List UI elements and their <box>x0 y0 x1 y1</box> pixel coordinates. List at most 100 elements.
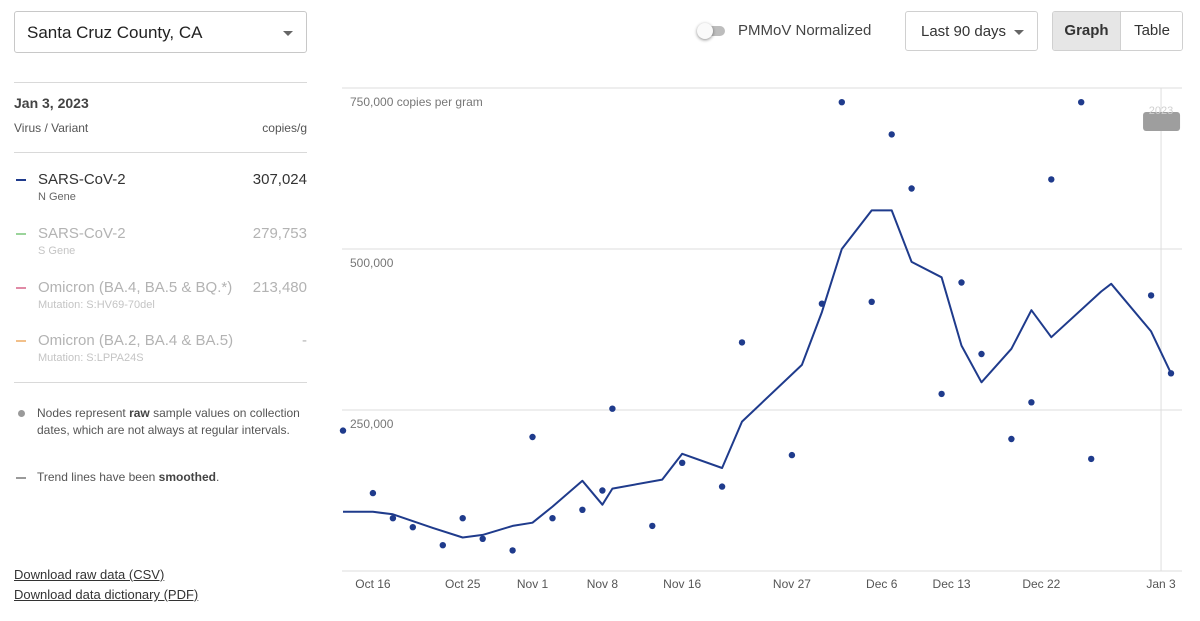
virus-name: SARS-CoV-2 <box>38 171 126 188</box>
data-point <box>409 524 416 531</box>
data-point <box>389 515 397 522</box>
data-point <box>509 547 516 554</box>
x-tick-label: Nov 27 <box>773 577 811 591</box>
location-select-value: Santa Cruz County, CA <box>27 23 203 42</box>
year-marker-badge <box>1143 112 1181 131</box>
x-tick-label: Jan 3 <box>1146 577 1176 591</box>
data-point <box>679 459 686 466</box>
data-point <box>439 542 446 549</box>
year-marker-label: 2023 <box>1149 105 1173 117</box>
left-panel: Santa Cruz County, CA Jan 3, 2023 Virus … <box>0 0 320 621</box>
data-point <box>888 131 895 138</box>
data-point <box>609 405 616 412</box>
trend-layer <box>343 209 1172 539</box>
data-point <box>868 298 875 305</box>
virus-value: 213,480 <box>252 279 307 296</box>
virus-mutation: Mutation: S:LPPA24S <box>38 352 144 364</box>
pmmov-label: PMMoV Normalized <box>738 22 872 39</box>
x-tick-label: Nov 8 <box>587 577 619 591</box>
view-toggle: Graph Table <box>1052 11 1183 51</box>
graph-view-button[interactable]: Graph <box>1053 12 1121 50</box>
pmmov-toggle[interactable] <box>697 23 727 39</box>
x-tick-label: Nov 16 <box>663 577 701 591</box>
data-point <box>459 515 466 522</box>
note-trend-text: Trend lines have been smoothed. <box>37 470 220 484</box>
virus-gene: N Gene <box>38 191 76 203</box>
year-marker: 2023 <box>1143 88 1181 571</box>
data-point <box>978 350 985 358</box>
data-point <box>1088 455 1095 463</box>
data-point <box>529 433 536 441</box>
location-select[interactable]: Santa Cruz County, CA <box>14 11 307 53</box>
data-point <box>479 535 486 542</box>
table-view-button[interactable]: Table <box>1121 12 1182 50</box>
data-point <box>549 515 556 522</box>
trend-line <box>343 209 1172 539</box>
grid-layer: 250,000 500,000 750,000 copies per gram <box>342 87 1182 572</box>
virus-value: - <box>302 332 307 349</box>
y-tick-label: 500,000 <box>350 256 394 270</box>
points-layer <box>339 99 1175 554</box>
data-point <box>818 300 826 307</box>
divider <box>14 82 307 83</box>
data-point <box>958 279 965 286</box>
date-range-value: Last 90 days <box>921 23 1007 40</box>
data-point <box>938 390 945 398</box>
data-point <box>649 522 656 530</box>
divider <box>14 382 307 383</box>
virus-name: Omicron (BA.2, BA.4 & BA.5) <box>38 332 234 349</box>
data-point <box>369 489 377 497</box>
x-tick-label: Oct 16 <box>355 577 391 591</box>
data-point <box>908 185 915 192</box>
series-swatch-icon <box>16 340 26 342</box>
data-point <box>1028 399 1035 406</box>
download-csv-link[interactable]: Download raw data (CSV) <box>14 567 165 582</box>
virus-item-sars-cov-2-s-gene[interactable]: SARS-CoV-2 S Gene 279,753 <box>14 225 307 271</box>
note-nodes-text: Nodes represent raw sample values on col… <box>37 406 300 437</box>
virus-gene: S Gene <box>38 245 76 257</box>
data-point <box>1147 292 1155 299</box>
chevron-down-icon <box>283 31 293 36</box>
x-tick-label: Nov 1 <box>517 577 549 591</box>
virus-value: 279,753 <box>252 225 307 242</box>
virus-mutation: Mutation: S:HV69-70del <box>38 299 155 311</box>
column-header-virus: Virus / Variant <box>14 121 89 135</box>
note-nodes: Nodes represent raw sample values on col… <box>14 405 307 457</box>
data-point <box>1048 176 1055 183</box>
x-tick-label: Dec 6 <box>866 577 898 591</box>
virus-value: 307,024 <box>252 171 307 188</box>
x-tick-label: Oct 25 <box>445 577 481 591</box>
series-swatch-icon <box>16 287 26 289</box>
data-point <box>579 506 586 513</box>
date-range-select[interactable]: Last 90 days <box>905 11 1038 51</box>
virus-item-sars-cov-2-n-gene[interactable]: SARS-CoV-2 N Gene 307,024 <box>14 171 307 217</box>
virus-name: Omicron (BA.4, BA.5 & BQ.*) <box>38 279 233 296</box>
y-tick-label: 750,000 copies per gram <box>350 95 483 109</box>
x-axis: Oct 16 Oct 25 Nov 1 Nov 8 Nov 16 Nov 27 Dec 6 D… <box>355 577 1176 591</box>
data-point <box>1078 99 1085 106</box>
chevron-down-icon <box>1014 30 1024 35</box>
data-point <box>599 487 606 494</box>
series-swatch-icon <box>16 179 26 181</box>
data-point <box>788 451 796 459</box>
toggle-knob <box>697 23 713 39</box>
column-header-units: copies/g <box>262 121 307 135</box>
x-tick-label: Dec 22 <box>1022 577 1060 591</box>
x-tick-label: Dec 13 <box>933 577 971 591</box>
data-point <box>738 339 746 346</box>
data-point <box>718 483 726 490</box>
download-pdf-link[interactable]: Download data dictionary (PDF) <box>14 587 199 602</box>
virus-item-omicron-ba2-ba4-ba5[interactable]: Omicron (BA.2, BA.4 & BA.5) Mutation: S:… <box>14 332 307 378</box>
data-point <box>1167 370 1175 377</box>
dot-icon <box>18 410 25 417</box>
y-tick-label: 250,000 <box>350 417 394 431</box>
data-point <box>339 427 347 434</box>
virus-name: SARS-CoV-2 <box>38 225 126 242</box>
data-point <box>838 99 845 106</box>
series-swatch-icon <box>16 233 26 235</box>
virus-item-omicron-ba4-ba5-bq[interactable]: Omicron (BA.4, BA.5 & BQ.*) Mutation: S:… <box>14 279 307 325</box>
divider <box>14 152 307 153</box>
selected-date: Jan 3, 2023 <box>14 95 89 111</box>
data-point <box>1008 435 1015 443</box>
